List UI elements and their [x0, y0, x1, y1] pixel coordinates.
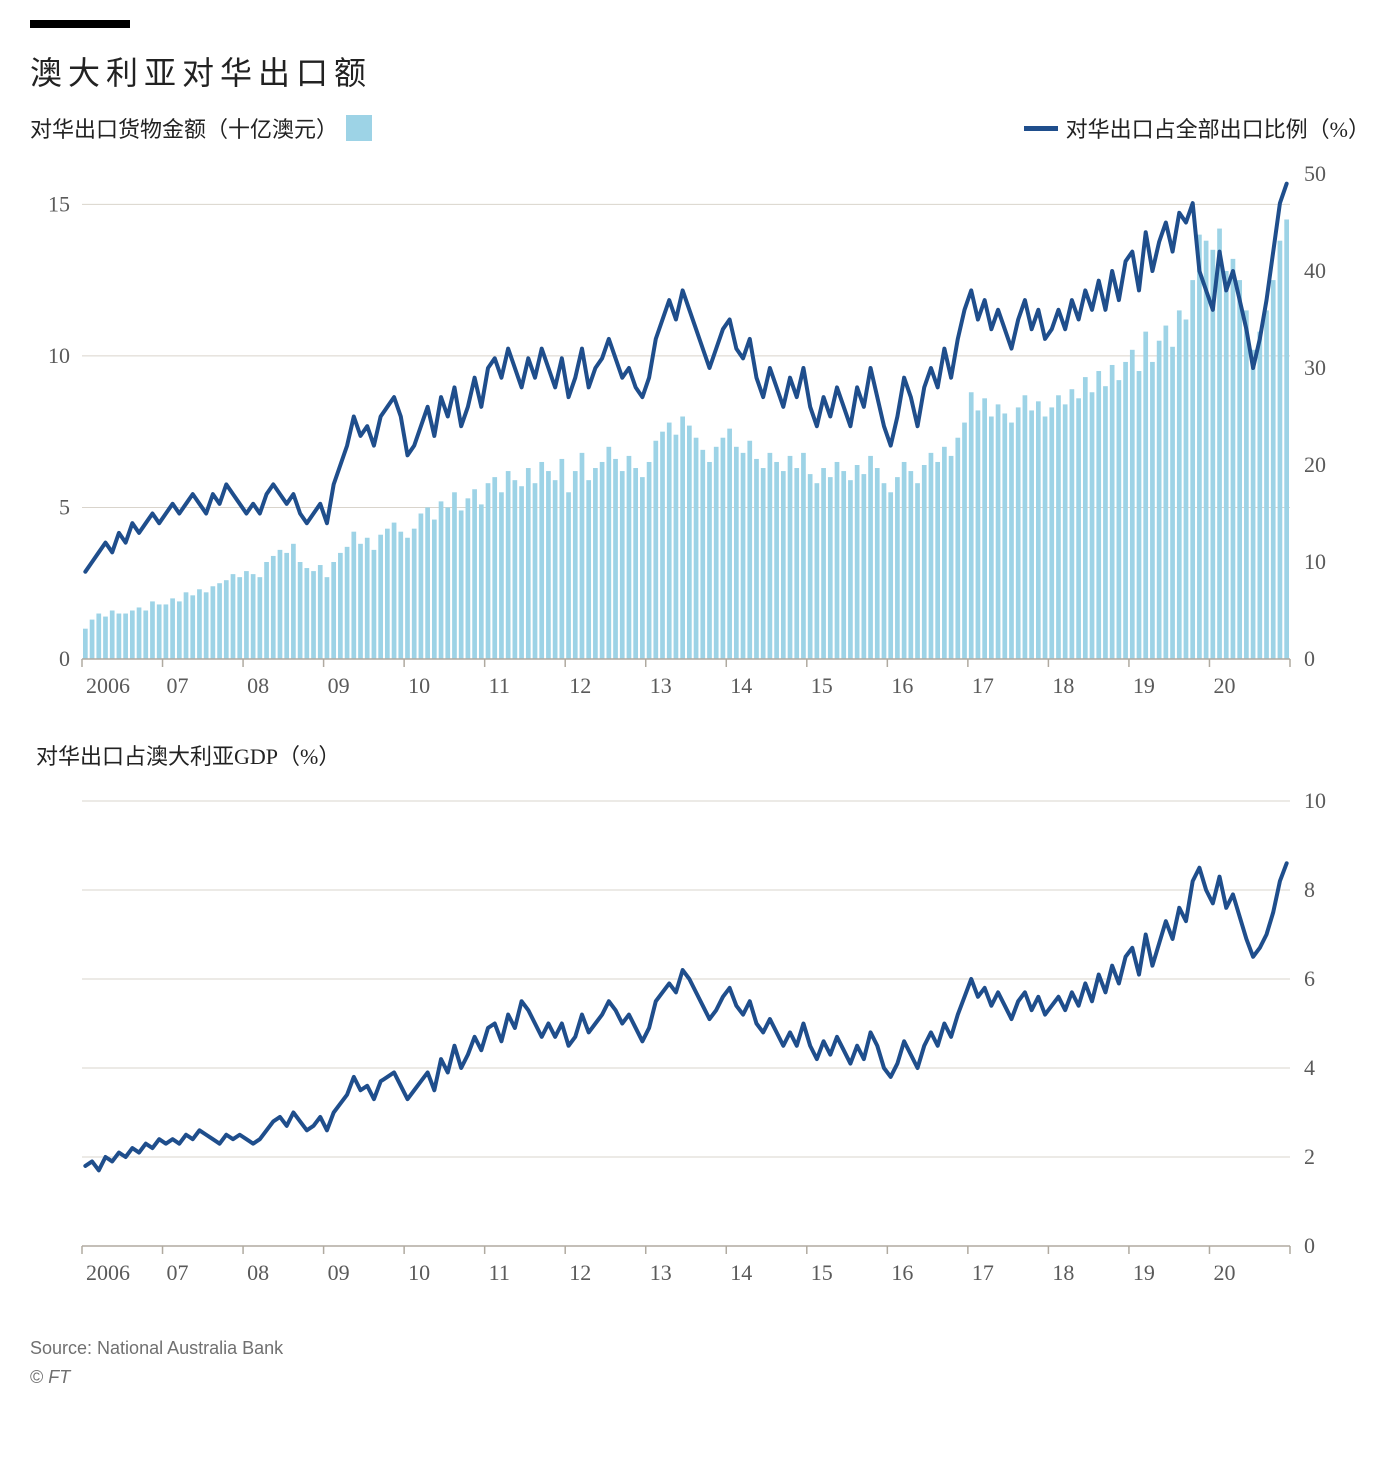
svg-text:08: 08: [247, 1260, 269, 1285]
svg-text:17: 17: [972, 673, 994, 698]
svg-text:15: 15: [811, 1260, 833, 1285]
legend-row: 对华出口货物金额（十亿澳元） 对华出口占全部出口比例（%）: [30, 112, 1370, 144]
source-text: National Australia Bank: [97, 1338, 283, 1358]
svg-text:10: 10: [408, 1260, 430, 1285]
legend-bar: 对华出口货物金额（十亿澳元）: [30, 112, 372, 144]
copyright: ©: [30, 1367, 48, 1387]
chart2-title: 对华出口占澳大利亚GDP（%）: [36, 739, 1370, 771]
chart2-svg: 0 2 4 6 8 10 2006 07 08 09 10 11 12 13 14 15 16 17 18 19 20: [30, 781, 1360, 1301]
svg-text:5: 5: [59, 494, 70, 519]
svg-text:07: 07: [167, 673, 189, 698]
svg-text:10: 10: [1304, 549, 1326, 574]
svg-text:15: 15: [811, 673, 833, 698]
svg-text:09: 09: [328, 673, 350, 698]
svg-text:20: 20: [1304, 452, 1326, 477]
legend-bar-label: 对华出口货物金额（十亿澳元）: [30, 112, 338, 144]
legend-line: 对华出口占全部出口比例（%）: [1024, 112, 1370, 144]
svg-text:18: 18: [1052, 1260, 1074, 1285]
svg-text:19: 19: [1133, 673, 1155, 698]
svg-text:13: 13: [650, 1260, 672, 1285]
svg-text:19: 19: [1133, 1260, 1155, 1285]
brand: FT: [48, 1367, 70, 1387]
svg-text:2: 2: [1304, 1144, 1315, 1169]
svg-text:20: 20: [1213, 1260, 1235, 1285]
svg-text:14: 14: [730, 673, 752, 698]
svg-text:09: 09: [328, 1260, 350, 1285]
svg-text:6: 6: [1304, 966, 1315, 991]
svg-text:50: 50: [1304, 161, 1326, 186]
svg-text:10: 10: [48, 343, 70, 368]
svg-text:30: 30: [1304, 355, 1326, 380]
svg-text:16: 16: [891, 1260, 913, 1285]
svg-text:16: 16: [891, 673, 913, 698]
legend-line-swatch: [1024, 126, 1058, 131]
svg-text:12: 12: [569, 673, 591, 698]
svg-text:0: 0: [1304, 1233, 1315, 1258]
svg-text:20: 20: [1213, 673, 1235, 698]
svg-text:11: 11: [489, 673, 510, 698]
svg-text:07: 07: [167, 1260, 189, 1285]
svg-text:18: 18: [1052, 673, 1074, 698]
svg-text:15: 15: [48, 191, 70, 216]
svg-text:0: 0: [1304, 646, 1315, 671]
svg-text:17: 17: [972, 1260, 994, 1285]
svg-text:08: 08: [247, 673, 269, 698]
svg-text:0: 0: [59, 646, 70, 671]
chart-title: 澳大利亚对华出口额: [30, 48, 1370, 94]
svg-text:14: 14: [730, 1260, 752, 1285]
svg-text:2006: 2006: [86, 673, 130, 698]
svg-text:10: 10: [1304, 788, 1326, 813]
chart1-svg: 0 5 10 15 0 10 20 30 40 50 2006 07 08 09 10 11 12 13 14 15 1…: [30, 154, 1360, 714]
legend-line-label: 对华出口占全部出口比例（%）: [1066, 112, 1370, 144]
svg-text:11: 11: [489, 1260, 510, 1285]
source-prefix: Source:: [30, 1338, 97, 1358]
chart-top: 0 5 10 15 0 10 20 30 40 50 2006 07 08 09 10 11 12 13 14 15 1…: [30, 154, 1370, 719]
legend-bar-swatch: [346, 115, 372, 141]
header-accent-bar: [30, 20, 130, 28]
svg-text:12: 12: [569, 1260, 591, 1285]
footer: Source: National Australia Bank © FT: [30, 1334, 1370, 1392]
svg-text:40: 40: [1304, 258, 1326, 283]
svg-text:8: 8: [1304, 877, 1315, 902]
svg-text:10: 10: [408, 673, 430, 698]
chart-bottom: 0 2 4 6 8 10 2006 07 08 09 10 11 12 13 14 15 16 17 18 19 20: [30, 781, 1370, 1306]
svg-text:4: 4: [1304, 1055, 1315, 1080]
svg-text:2006: 2006: [86, 1260, 130, 1285]
svg-text:13: 13: [650, 673, 672, 698]
